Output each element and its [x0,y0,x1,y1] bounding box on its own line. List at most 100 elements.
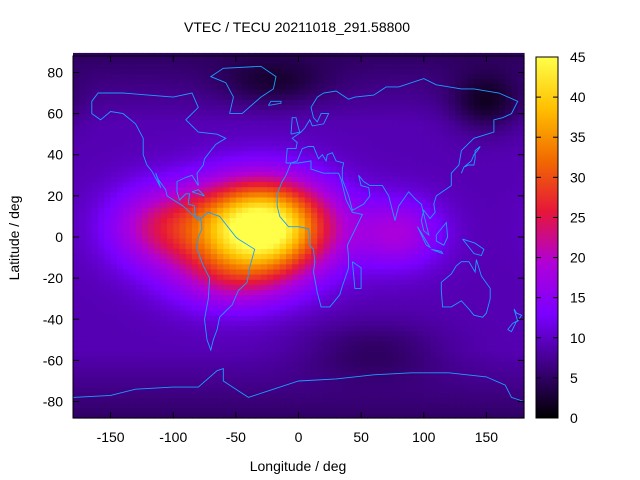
heatmap-cell [73,320,80,327]
heatmap-cell [323,258,331,265]
heatmap-cell [104,196,112,203]
heatmap-cell [217,356,224,363]
heatmap-cell [248,104,256,111]
heatmap-cell [248,150,256,157]
heatmap-cell [373,135,381,141]
heatmap-cell [204,155,212,162]
heatmap-cell [204,63,212,69]
heatmap-cell [235,299,243,306]
heatmap-cell [267,274,275,280]
heatmap-cell [204,212,212,219]
heatmap-cell [192,227,199,234]
heatmap-cell [492,181,500,188]
heatmap-cell [498,135,506,141]
heatmap-cell [473,412,481,419]
heatmap-cell [373,217,381,224]
heatmap-cell [448,171,456,177]
heatmap-cell [110,207,118,213]
heatmap-cell [467,335,475,342]
heatmap-cell [392,238,400,244]
heatmap-cell [379,124,387,131]
heatmap-cell [141,284,149,291]
heatmap-cell [285,238,293,244]
heatmap-cell [141,202,149,208]
heatmap-cell [498,320,506,327]
heatmap-cell [354,68,362,75]
heatmap-cell [461,155,469,162]
heatmap-cell [267,356,275,363]
heatmap-cell [404,289,412,296]
heatmap-cell [323,145,331,152]
heatmap-cell [116,150,124,157]
heatmap-cell [98,310,105,316]
heatmap-cell [342,320,350,327]
heatmap-cell [135,268,143,275]
heatmap-cell [260,397,268,404]
heatmap-cell [166,371,174,378]
heatmap-cell [229,325,237,332]
heatmap-cell [73,397,80,404]
heatmap-cell [361,73,368,80]
heatmap-cell [223,253,231,260]
heatmap-cell [436,78,444,85]
heatmap-cell [173,361,181,368]
heatmap-cell [279,310,287,316]
heatmap-cell [348,160,356,167]
heatmap-cell [242,299,249,306]
heatmap-cell [417,304,425,311]
heatmap-cell [173,402,181,409]
heatmap-cell [116,155,124,162]
heatmap-cell [323,63,331,69]
heatmap-cell [110,155,118,162]
heatmap-cell [79,263,87,270]
heatmap-cell [285,130,293,136]
heatmap-cell [480,217,488,224]
heatmap-cell [361,166,368,172]
heatmap-cell [461,222,469,229]
heatmap-cell [386,258,394,265]
heatmap-cell [185,160,193,167]
heatmap-cell [248,356,256,363]
heatmap-cell [73,140,80,147]
heatmap-cell [160,166,168,172]
heatmap-cell [392,268,400,275]
heatmap-cell [480,387,488,393]
heatmap-cell [398,155,406,162]
heatmap-cell [317,289,325,296]
heatmap-cell [254,361,262,368]
heatmap-cell [329,238,337,244]
heatmap-cell [298,171,306,177]
heatmap-cell [361,325,368,332]
heatmap-cell [505,387,513,393]
heatmap-cell [411,114,419,121]
heatmap-cell [129,299,137,306]
heatmap-cell [166,212,174,219]
heatmap-cell [436,130,444,136]
heatmap-cell [267,366,275,373]
heatmap-cell [492,294,500,301]
heatmap-cell [210,166,218,172]
heatmap-cell [135,202,143,208]
heatmap-cell [342,130,350,136]
heatmap-cell [392,371,400,378]
heatmap-cell [505,238,513,244]
heatmap-cell [473,130,481,136]
heatmap-cell [480,166,488,172]
heatmap-cell [110,222,118,229]
heatmap-cell [411,166,419,172]
heatmap-cell [398,340,406,347]
heatmap-cell [273,207,281,213]
heatmap-cell [473,222,481,229]
heatmap-cell [417,58,425,64]
heatmap-cell [411,274,419,280]
heatmap-cell [342,412,350,419]
heatmap-cell [217,135,224,141]
heatmap-cell [417,279,425,285]
heatmap-cell [98,335,105,342]
heatmap-cell [210,412,218,419]
heatmap-cell [210,289,218,296]
heatmap-cell [430,268,437,275]
heatmap-cell [348,150,356,157]
heatmap-cell [348,248,356,255]
heatmap-cell [317,68,325,75]
